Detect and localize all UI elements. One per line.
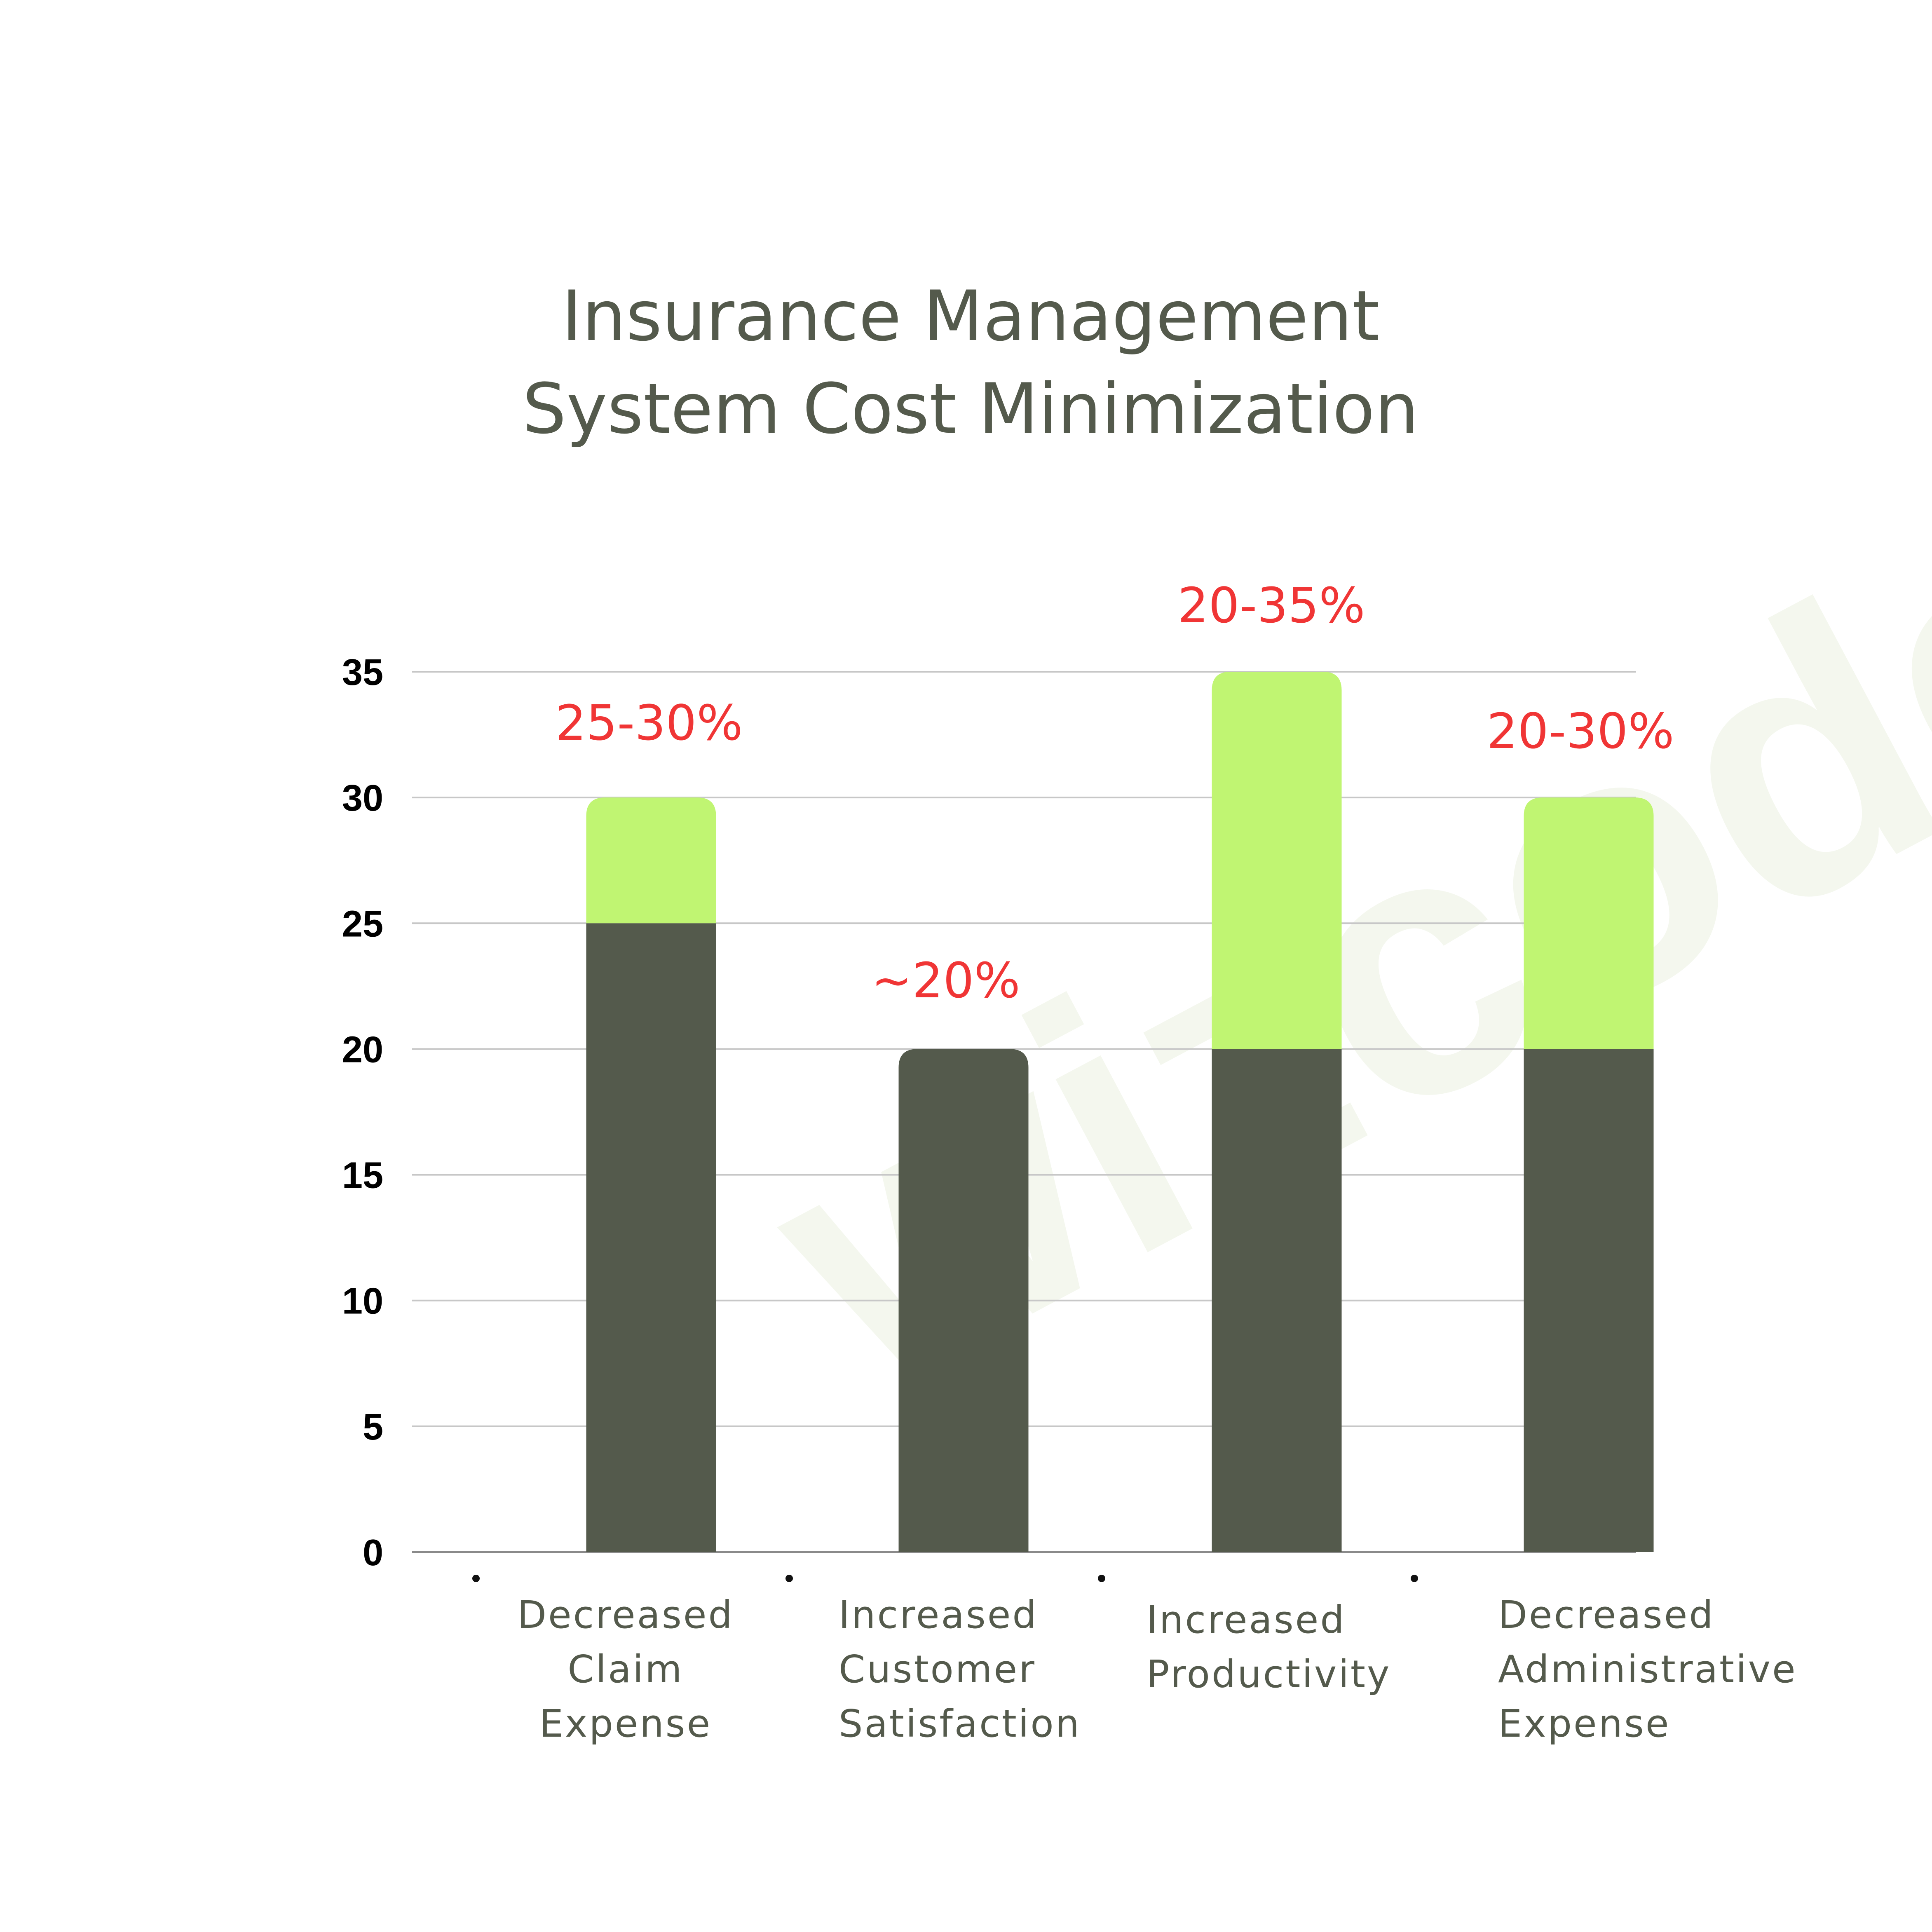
x-category-label: Decreased Claim Expense xyxy=(517,1593,734,1746)
bar-data-label: 20-30% xyxy=(1487,703,1674,760)
x-category-line: Customer xyxy=(839,1647,1036,1691)
bar-base-segment xyxy=(1212,1049,1342,1552)
x-category-line: Satisfaction xyxy=(839,1702,1081,1746)
bar-data-label: 20-35% xyxy=(1177,577,1365,634)
x-category-line: Claim xyxy=(567,1647,683,1691)
bar-base-segment xyxy=(586,923,716,1552)
x-category-line: Expense xyxy=(539,1702,712,1746)
bar-base-segment xyxy=(1524,1049,1654,1552)
category-separator-dot xyxy=(785,1575,793,1582)
x-axis-categories: Decreased Claim Expense Increased Customer Sa… xyxy=(472,1575,1797,1746)
x-category-line: Decreased xyxy=(1498,1593,1715,1637)
y-tick-label: 20 xyxy=(342,1029,383,1070)
bar-data-label: ~20% xyxy=(871,952,1020,1009)
y-axis-ticks: 0 5 10 15 20 25 30 35 xyxy=(342,652,383,1573)
x-category-line: Productivity xyxy=(1147,1652,1391,1696)
x-category-line: Decreased xyxy=(517,1593,734,1637)
category-separator-dot xyxy=(1411,1575,1418,1582)
category-separator-dot xyxy=(472,1575,480,1582)
x-category-line: Increased xyxy=(839,1593,1038,1637)
bar-top-segment xyxy=(586,797,716,924)
bar-base-segment xyxy=(898,1049,1029,1552)
y-tick-label: 15 xyxy=(342,1155,383,1196)
bar-top-segment xyxy=(1524,797,1654,1049)
chart-title-line-2: System Cost Minimization xyxy=(523,368,1419,449)
chart-title: Insurance Management System Cost Minimiza… xyxy=(523,276,1419,449)
bars xyxy=(586,672,1654,1552)
chart-title-line-1: Insurance Management xyxy=(562,276,1379,356)
x-category-label: Increased Productivity xyxy=(1147,1598,1391,1696)
bar-data-label: 25-30% xyxy=(555,694,743,751)
x-category-line: Administrative xyxy=(1498,1647,1797,1691)
bar-top-segment xyxy=(1212,672,1342,1049)
x-category-label: Decreased Administrative Expense xyxy=(1498,1593,1797,1746)
y-tick-label: 5 xyxy=(363,1407,383,1448)
y-tick-label: 25 xyxy=(342,903,383,945)
x-category-label: Increased Customer Satisfaction xyxy=(839,1593,1081,1746)
data-labels: 25-30% ~20% 20-35% 20-30% xyxy=(555,577,1674,1009)
x-category-line: Increased xyxy=(1147,1598,1346,1642)
y-tick-label: 35 xyxy=(342,652,383,693)
x-category-line: Expense xyxy=(1498,1702,1670,1746)
category-separator-dot xyxy=(1098,1575,1105,1582)
y-tick-label: 30 xyxy=(342,778,383,819)
y-tick-label: 0 xyxy=(363,1532,383,1573)
y-tick-label: 10 xyxy=(342,1281,383,1322)
